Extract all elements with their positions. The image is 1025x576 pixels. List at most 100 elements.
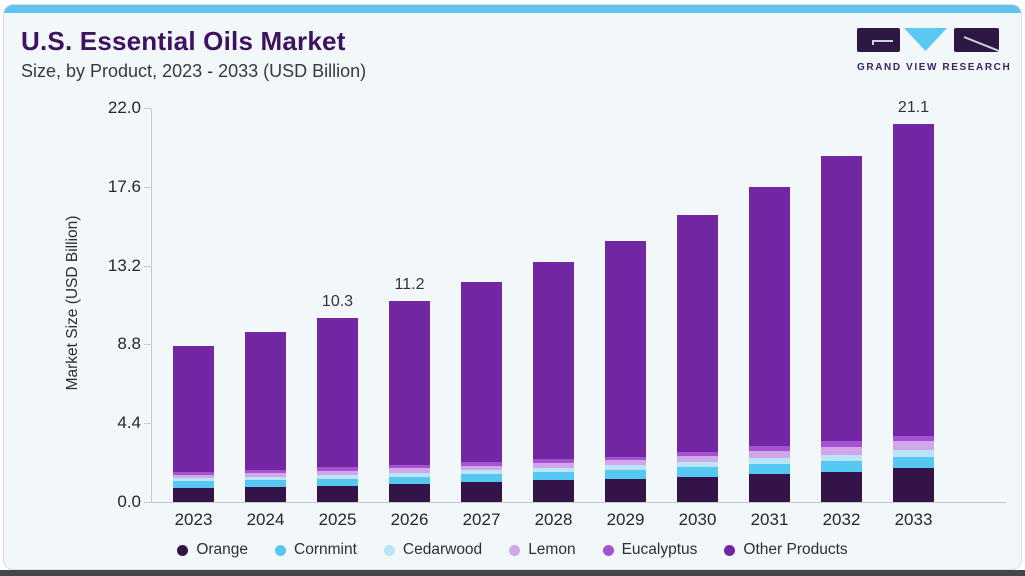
bar-segment-lemon-2023 [173,474,214,479]
gvr-logo-text: GRAND VIEW RESEARCH [857,62,1012,73]
legend-dot-icon [383,544,395,556]
y-tick-mark [144,502,151,503]
page-title: U.S. Essential Oils Market [21,26,346,56]
bar-total-label-2026: 11.2 [394,276,425,294]
bar-segment-lemon-2027 [461,465,502,471]
y-tick-label: 8.8 [117,334,141,354]
x-axis-line [151,502,1006,503]
bar-segment-cornmint-2025 [317,478,358,486]
bar-segment-lemon-2031 [749,450,790,458]
legend-item-lemon: Lemon [509,541,576,559]
bar-segment-other-products-2030 [677,215,718,453]
legend-item-cornmint: Cornmint [275,541,357,559]
x-axis-label-2031: 2031 [750,510,789,529]
bar-segment-cedarwood-2032 [821,454,862,462]
bar-segment-orange-2033 [893,467,934,502]
bar-segment-cornmint-2028 [533,472,574,481]
x-axis-label-2024: 2024 [246,510,285,529]
top-accent-bar [4,5,1021,13]
bar-segment-lemon-2033 [893,441,934,451]
bar-segment-cedarwood-2023 [173,478,214,482]
bar-segment-cedarwood-2026 [389,472,430,477]
bar-segment-lemon-2026 [389,468,430,473]
bar-segment-orange-2026 [389,484,430,502]
bar-segment-cedarwood-2033 [893,450,934,457]
y-axis-title: Market Size (USD Billion) [64,215,81,391]
gvr-logo-icon [857,28,1000,52]
x-axis-label-2033: 2033 [894,510,933,529]
legend-item-cedarwood: Cedarwood [383,541,482,559]
bar-segment-cornmint-2026 [389,476,430,485]
bar-segment-other-products-2024 [245,331,286,470]
bar-segment-cedarwood-2029 [605,465,646,471]
bar-segment-eucalyptus-2027 [461,462,502,466]
legend-item-other-products: Other Products [724,541,848,559]
legend-dot-icon [275,544,287,556]
x-axis-label-2028: 2028 [534,510,573,529]
y-tick-mark [144,108,151,109]
bar-segment-cedarwood-2027 [461,470,502,475]
x-axis-label-2027: 2027 [462,510,501,529]
y-tick-label: 13.2 [107,255,141,275]
bar-segment-other-products-2025 [317,317,358,468]
legend: Orange Cornmint Cedarwood Lemon Eucalyptus Ot… [4,541,1021,559]
bar-segment-other-products-2026 [389,301,430,465]
legend-dot-icon [724,544,736,556]
bar-segment-cornmint-2032 [821,461,862,473]
legend-item-orange: Orange [177,541,248,559]
bar-segment-cornmint-2027 [461,474,502,483]
bar-segment-cedarwood-2024 [245,476,286,481]
y-axis-line [151,108,152,502]
y-tick-mark [144,423,151,425]
bar-segment-other-products-2029 [605,240,646,457]
bar-segment-orange-2024 [245,486,286,502]
bar-segment-cornmint-2033 [893,456,934,468]
x-axis-label-2025: 2025 [318,510,357,529]
bar-segment-cornmint-2031 [749,463,790,474]
x-axis-label-2026: 2026 [390,510,429,529]
bar-total-label-2025: 10.3 [321,292,354,310]
bar-segment-eucalyptus-2025 [317,467,358,471]
bar-segment-orange-2028 [533,480,574,502]
chart-card: U.S. Essential Oils Market Size, by Prod… [3,4,1022,570]
legend-dot-icon [177,544,189,556]
bar-total-label-2033: 21.1 [897,99,930,117]
bar-segment-cornmint-2024 [245,480,286,487]
y-tick-label: 0.0 [117,492,141,511]
bottom-edge-strip [0,570,1025,576]
bar-segment-cornmint-2023 [173,481,214,488]
legend-dot-icon [602,544,614,556]
bar-segment-other-products-2031 [749,186,790,446]
legend-label: Other Products [743,541,848,558]
bar-segment-lemon-2030 [677,456,718,463]
bar-segment-eucalyptus-2032 [821,441,862,447]
legend-label: Lemon [528,541,576,558]
x-axis-label-2023: 2023 [174,510,213,529]
legend-dot-icon [509,544,521,556]
bar-segment-cedarwood-2030 [677,462,718,468]
bar-segment-lemon-2032 [821,446,862,455]
bar-segment-lemon-2029 [605,460,646,466]
y-tick-mark [144,186,151,188]
x-axis-label-2030: 2030 [678,510,717,529]
bar-segment-eucalyptus-2024 [245,469,286,473]
bar-segment-orange-2025 [317,485,358,502]
bar-segment-orange-2030 [677,476,718,502]
legend-label: Orange [196,541,249,558]
bar-segment-eucalyptus-2030 [677,452,718,457]
bar-segment-eucalyptus-2026 [389,464,430,469]
bar-segment-cedarwood-2031 [749,457,790,464]
bar-segment-other-products-2028 [533,262,574,460]
bar-segment-eucalyptus-2033 [893,435,934,442]
bar-segment-orange-2032 [821,472,862,502]
y-tick-label: 4.4 [117,413,141,433]
bar-segment-lemon-2028 [533,462,574,468]
page-subtitle: Size, by Product, 2023 - 2033 (USD Billi… [21,61,367,81]
bar-segment-eucalyptus-2029 [605,456,646,461]
bar-segment-other-products-2033 [893,124,934,436]
bar-segment-lemon-2024 [245,472,286,477]
y-tick-label: 17.6 [107,176,141,196]
bar-segment-orange-2023 [173,487,214,502]
gvr-logo: GRAND VIEW RESEARCH [857,28,1012,73]
